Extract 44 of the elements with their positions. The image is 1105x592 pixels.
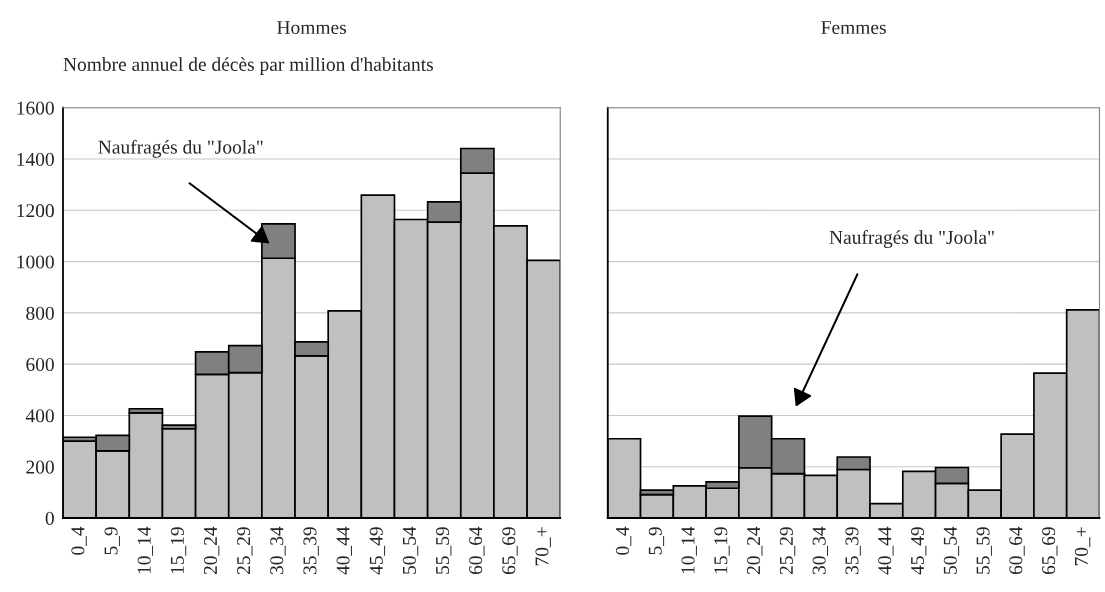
x-tick-label: 25_29 — [237, 527, 253, 575]
x-tick-label: 65_69 — [1042, 527, 1058, 575]
x-tick-label: 65_69 — [502, 527, 518, 575]
x-tick-label: 40_44 — [336, 526, 352, 575]
x-tick-label: 60_64 — [469, 526, 485, 575]
x-tick-label: 35_39 — [845, 527, 861, 575]
x-tick-label: 0_4 — [615, 526, 632, 555]
x-tick-label: 15_19 — [170, 527, 187, 574]
x-tick-label: 70_+ — [535, 527, 551, 566]
x-tick-label: 45_49 — [910, 527, 927, 575]
annotation: Naufragés du "Joola" — [98, 139, 263, 158]
annotation: Naufragés du "Joola" — [829, 230, 994, 248]
x-tick-label: 15_19 — [714, 527, 730, 574]
chart-title: Femmes — [821, 21, 886, 35]
y-tick-label: 600 — [26, 357, 54, 372]
x-tick-label: 5_9 — [648, 527, 665, 555]
y-tick-label: 400 — [25, 409, 54, 423]
y-tick-label: 1600 — [17, 101, 54, 115]
y-tick-label: 800 — [26, 306, 54, 320]
x-tick-label: 30_34 — [812, 526, 829, 575]
chart-subtitle: Nombre annuel de décès par million d'habitants — [63, 57, 433, 75]
x-tick-label: 70_+ — [1074, 527, 1091, 566]
x-tick-label: 40_44 — [878, 526, 894, 575]
y-tick-label: 200 — [26, 460, 54, 474]
x-tick-label: 60_64 — [1009, 526, 1025, 575]
y-tick-label: 1000 — [17, 255, 54, 269]
x-tick-label: 50_54 — [402, 526, 419, 574]
y-tick-label: 0 — [45, 511, 54, 525]
x-tick-label: 50_54 — [943, 526, 960, 574]
x-tick-label: 20_24 — [203, 526, 220, 575]
x-tick-label: 10_14 — [137, 526, 154, 574]
y-tick-label: 1200 — [17, 204, 54, 218]
x-tick-label: 5_9 — [104, 527, 120, 555]
x-tick-label: 25_29 — [779, 527, 796, 575]
y-tick-label: 1400 — [17, 152, 54, 166]
x-tick-label: 0_4 — [71, 526, 87, 555]
chart-title: Hommes — [277, 21, 347, 35]
x-tick-label: 35_39 — [303, 527, 319, 575]
x-tick-label: 55_59 — [436, 527, 452, 574]
x-tick-label: 20_24 — [747, 526, 763, 575]
x-tick-label: 55_59 — [976, 527, 992, 574]
x-tick-label: 10_14 — [681, 526, 697, 574]
x-tick-label: 45_49 — [369, 527, 386, 575]
x-tick-label: 30_34 — [270, 526, 286, 575]
